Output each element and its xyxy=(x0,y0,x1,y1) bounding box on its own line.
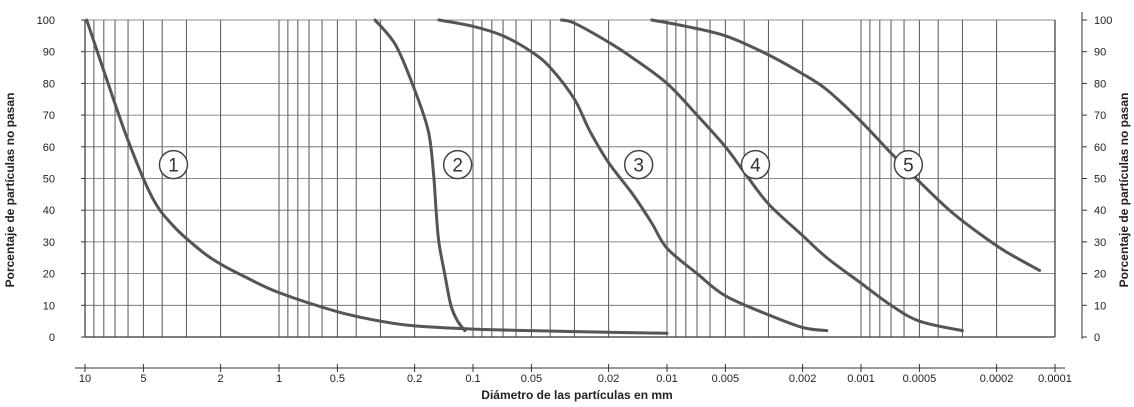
series-2-label: 2 xyxy=(452,156,463,177)
y-tick-label-left: 30 xyxy=(43,237,55,249)
y-tick-label-left: 50 xyxy=(43,174,55,186)
x-tick-label: 0.002 xyxy=(789,373,817,385)
y-tick-label-right: 30 xyxy=(1094,237,1106,249)
y-tick-label-left: 70 xyxy=(43,110,55,122)
x-tick-label: 0.001 xyxy=(847,373,875,385)
series-4-label-circle xyxy=(740,149,771,180)
y-axis-label-right: Porcentaje de partículas no pasan xyxy=(1117,92,1131,288)
series-3-label-circle xyxy=(623,149,654,180)
series-2-line xyxy=(373,18,467,333)
series-4-label: 4 xyxy=(750,156,761,177)
series-2-label-circle xyxy=(442,149,473,180)
x-tick-label: 2 xyxy=(218,373,224,385)
y-tick-label-right: 80 xyxy=(1094,78,1106,90)
x-axis-label: Diámetro de las partículas en mm xyxy=(0,388,1134,402)
y-tick-label-right: 60 xyxy=(1094,142,1106,154)
x-tick-label: 5 xyxy=(140,373,146,385)
x-tick-label: 0.02 xyxy=(598,373,619,385)
x-tick-label: 0.01 xyxy=(656,373,677,385)
y-tick-label-left: 40 xyxy=(43,205,55,217)
x-tick-label: 0.0005 xyxy=(903,373,937,385)
series-5-line xyxy=(650,18,1042,272)
y-tick-label-left: 0 xyxy=(49,332,55,344)
y-tick-label-left: 10 xyxy=(43,300,55,312)
x-tick-label: 1 xyxy=(276,373,282,385)
y-tick-label-left: 20 xyxy=(43,269,55,281)
x-tick-label: 0.05 xyxy=(521,373,542,385)
series-1-label: 1 xyxy=(168,156,179,177)
series-3-label: 3 xyxy=(633,156,644,177)
x-tick-label: 0.005 xyxy=(712,373,740,385)
y-tick-label-right: 40 xyxy=(1094,205,1106,217)
x-tick-label: 0.1 xyxy=(465,373,480,385)
y-tick-label-right: 100 xyxy=(1094,15,1112,27)
series-3-line xyxy=(437,18,829,333)
x-tick-label: 10 xyxy=(79,373,91,385)
y-tick-label-right: 0 xyxy=(1094,332,1100,344)
y-tick-label-right: 50 xyxy=(1094,174,1106,186)
y-axis-label-left: Porcentaje de partículas no pasan xyxy=(3,92,17,288)
x-tick-label: 0.0002 xyxy=(980,373,1014,385)
series-1-line xyxy=(85,18,669,335)
series-5-label: 5 xyxy=(903,156,914,177)
series-1-label-circle xyxy=(158,149,189,180)
y-tick-label-left: 60 xyxy=(43,142,55,154)
y-tick-label-right: 70 xyxy=(1094,110,1106,122)
y-tick-label-left: 90 xyxy=(43,47,55,59)
x-tick-label: 0.0001 xyxy=(1038,373,1072,385)
y-tick-label-right: 10 xyxy=(1094,300,1106,312)
y-tick-label-right: 20 xyxy=(1094,269,1106,281)
y-tick-label-left: 100 xyxy=(37,15,55,27)
y-tick-label-left: 80 xyxy=(43,78,55,90)
x-axis-label-text: Diámetro de las partículas en mm xyxy=(481,388,673,402)
x-tick-label: 0.2 xyxy=(407,373,422,385)
y-tick-label-right: 90 xyxy=(1094,47,1106,59)
series-5-label-circle xyxy=(893,149,924,180)
x-tick-label: 0.5 xyxy=(330,373,345,385)
